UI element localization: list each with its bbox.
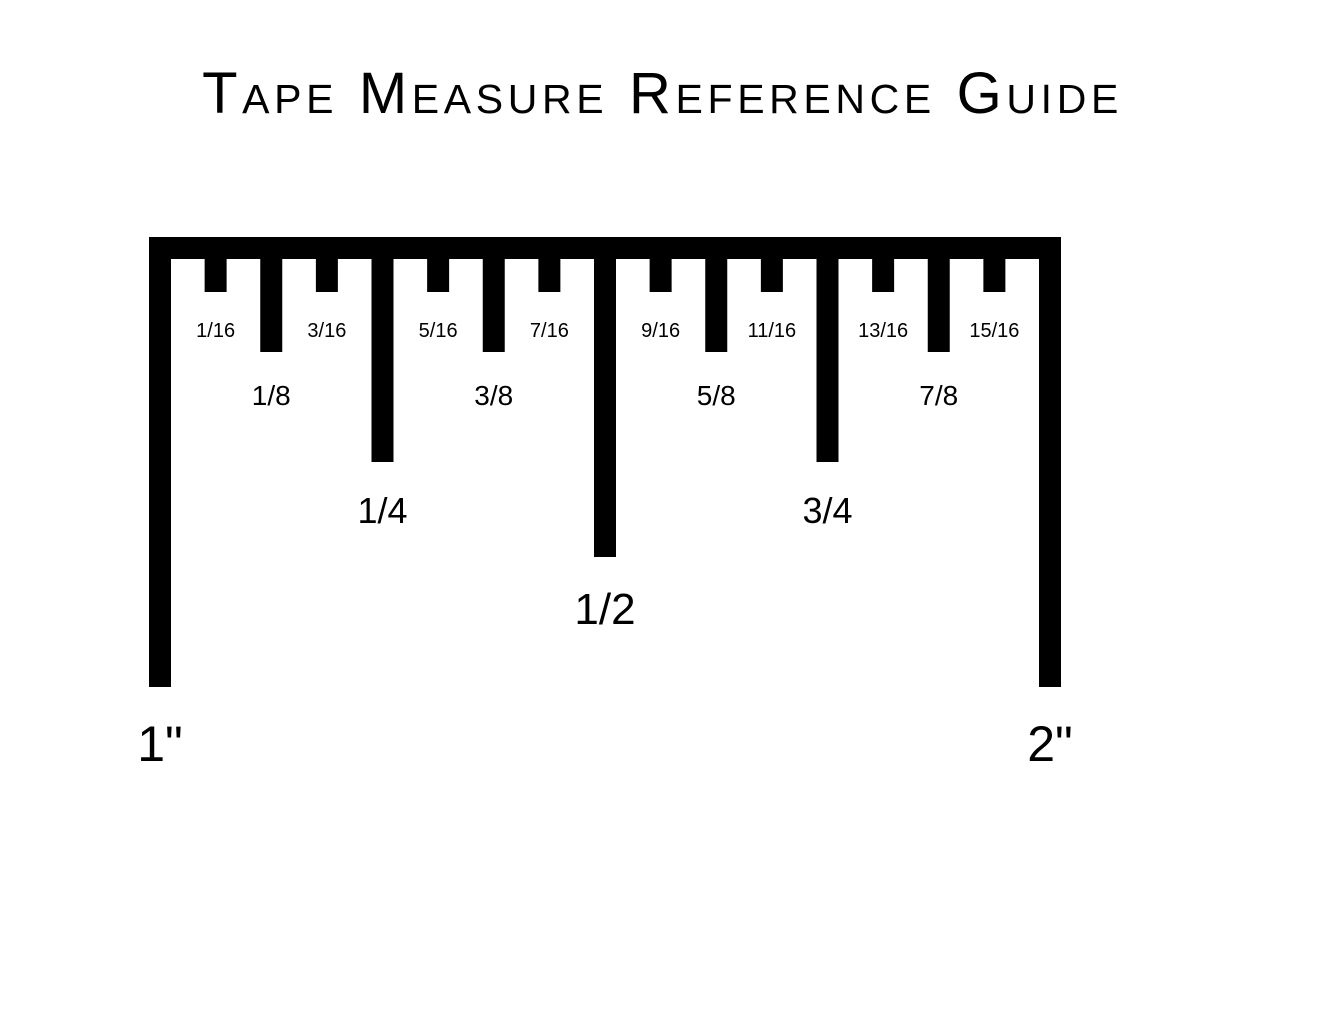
tick-sixteenth (983, 237, 1005, 292)
tick-sixteenth (538, 237, 560, 292)
tick-label: 3/16 (307, 320, 346, 343)
tick-half (594, 237, 616, 557)
tick-inch (149, 237, 171, 687)
tick-label: 1/8 (252, 380, 291, 412)
tick-quarter (372, 237, 394, 462)
tick-label: 1/16 (196, 320, 235, 343)
tick-label: 7/16 (530, 320, 569, 343)
tick-label: 1/4 (357, 490, 407, 532)
tick-sixteenth (316, 237, 338, 292)
tick-label: 15/16 (969, 320, 1019, 343)
tick-label: 11/16 (748, 320, 797, 343)
tick-label: 3/8 (474, 380, 513, 412)
tick-sixteenth (205, 237, 227, 292)
tick-quarter (817, 237, 839, 462)
tick-sixteenth (427, 237, 449, 292)
tick-inch (1039, 237, 1061, 687)
tick-eighth (705, 237, 727, 352)
tick-label: 1" (137, 715, 183, 773)
tick-sixteenth (650, 237, 672, 292)
tick-eighth (483, 237, 505, 352)
tick-eighth (260, 237, 282, 352)
tick-label: 5/16 (419, 320, 458, 343)
tick-label: 2" (1027, 715, 1073, 773)
tick-sixteenth (872, 237, 894, 292)
tick-label: 3/4 (802, 490, 852, 532)
ruler-diagram (0, 0, 1325, 1024)
tick-sixteenth (761, 237, 783, 292)
tick-eighth (928, 237, 950, 352)
tick-label: 13/16 (858, 320, 908, 343)
tick-label: 1/2 (574, 585, 635, 635)
tick-label: 9/16 (641, 320, 680, 343)
tick-label: 7/8 (919, 380, 958, 412)
tick-label: 5/8 (697, 380, 736, 412)
